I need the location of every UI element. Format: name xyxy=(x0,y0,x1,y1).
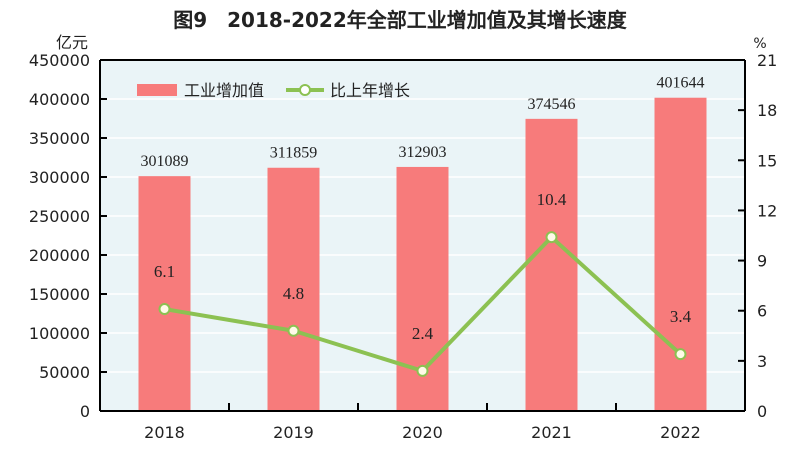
right-axis-unit: % xyxy=(753,36,766,52)
left-tick-label: 300000 xyxy=(29,168,90,187)
x-tick-label: 2022 xyxy=(660,423,701,442)
growth-point-2021 xyxy=(545,231,558,244)
right-tick-label: 18 xyxy=(757,101,777,120)
left-tick-label: 250000 xyxy=(29,207,90,226)
legend-swatch-bar xyxy=(137,84,177,96)
bar-2019 xyxy=(267,167,320,411)
left-tick-label: 400000 xyxy=(29,90,90,109)
growth-value-label: 3.4 xyxy=(670,307,692,326)
bar-2022 xyxy=(654,97,707,411)
growth-value-label: 10.4 xyxy=(537,190,567,209)
legend: 工业增加值 比上年增长 xyxy=(137,81,410,100)
right-tick-label: 9 xyxy=(757,252,767,271)
chart-title: 图9 2018-2022年全部工业增加值及其增长速度 xyxy=(173,8,628,32)
growth-point-2022 xyxy=(674,348,687,361)
bar-2021 xyxy=(525,118,578,411)
growth-point-2019 xyxy=(287,324,300,337)
bar-value-label: 374546 xyxy=(528,96,576,113)
right-tick-label: 0 xyxy=(757,402,767,421)
right-tick-label: 3 xyxy=(757,352,767,371)
left-tick-label: 50000 xyxy=(39,363,90,382)
legend-label-line: 比上年增长 xyxy=(330,81,410,100)
bar-value-label: 401644 xyxy=(657,75,705,92)
bar-value-label: 312903 xyxy=(399,144,447,161)
growth-value-label: 4.8 xyxy=(283,284,304,303)
growth-point-2018 xyxy=(158,303,171,316)
bar-value-label: 311859 xyxy=(270,145,317,162)
growth-value-label: 2.4 xyxy=(412,324,434,343)
left-tick-label: 0 xyxy=(80,402,90,421)
left-tick-label: 200000 xyxy=(29,246,90,265)
bar-value-label: 301089 xyxy=(141,153,189,170)
growth-value-label: 6.1 xyxy=(154,262,175,281)
x-tick-label: 2020 xyxy=(402,423,443,442)
right-tick-label: 21 xyxy=(757,51,777,70)
left-tick-label: 100000 xyxy=(29,324,90,343)
growth-point-2020 xyxy=(416,364,429,377)
x-tick-label: 2021 xyxy=(531,423,572,442)
legend-marker xyxy=(299,84,311,96)
x-tick-label: 2019 xyxy=(273,423,314,442)
right-tick-label: 15 xyxy=(757,151,777,170)
right-tick-label: 12 xyxy=(757,201,777,220)
left-axis-unit: 亿元 xyxy=(56,33,88,52)
right-tick-label: 6 xyxy=(757,302,767,321)
x-tick-label: 2018 xyxy=(144,423,185,442)
left-tick-label: 450000 xyxy=(29,51,90,70)
legend-label-bar: 工业增加值 xyxy=(184,81,264,100)
bar-2018 xyxy=(138,176,191,411)
left-tick-label: 350000 xyxy=(29,129,90,148)
left-tick-label: 150000 xyxy=(29,285,90,304)
